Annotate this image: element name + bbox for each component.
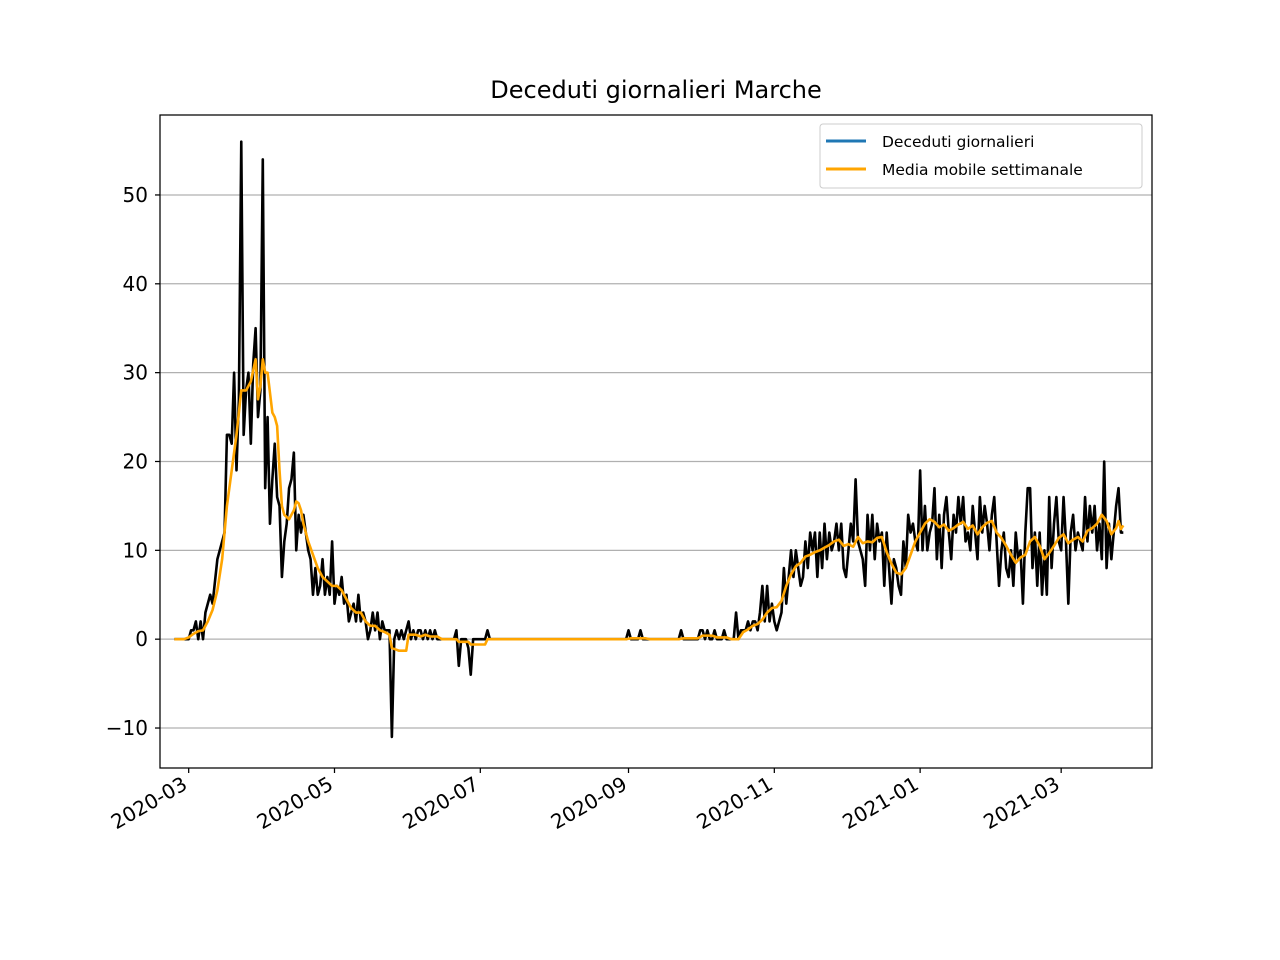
- legend-box: [819, 123, 1143, 189]
- y-tick-label: 50: [123, 183, 148, 207]
- y-tick-label: 40: [123, 272, 148, 296]
- chart-title: Deceduti giornalieri Marche: [490, 76, 822, 104]
- series-line-media-mobile-settimanale: [174, 358, 1125, 653]
- series-layer: [174, 140, 1125, 739]
- legend-label-deceduti-giornalieri: Deceduti giornalieri: [882, 133, 1034, 151]
- legend: Deceduti giornalieri Media mobile settim…: [819, 123, 1143, 189]
- y-tick-label: 10: [123, 538, 148, 562]
- y-axis: −10 0 10 20 30 40 50: [106, 183, 160, 740]
- y-tick-label: −10: [106, 716, 148, 740]
- y-tick-label: 30: [123, 361, 148, 385]
- legend-label-media-mobile-settimanale: Media mobile settimanale: [882, 161, 1083, 179]
- plot-frame: [159, 114, 1153, 769]
- y-tick-label: 0: [135, 627, 148, 651]
- y-tick-label: 20: [123, 449, 148, 473]
